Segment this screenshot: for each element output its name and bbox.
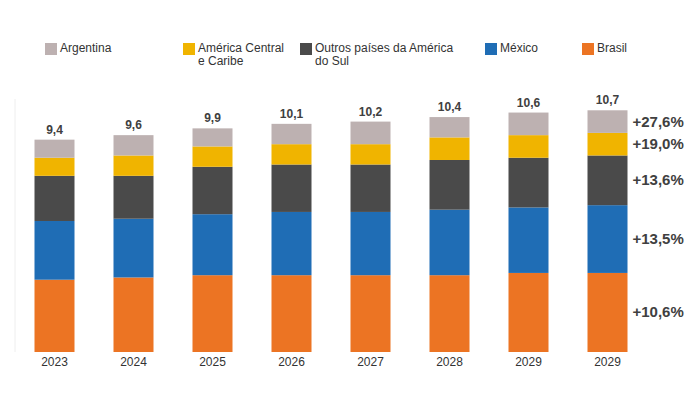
bar-segment	[430, 137, 470, 160]
legend-item: Argentina	[45, 42, 165, 55]
legend-swatch	[300, 43, 312, 55]
bar-segment	[272, 275, 312, 352]
bar-segment	[430, 275, 470, 352]
legend-item: América Central e Caribe	[183, 42, 288, 68]
y-axis-line	[15, 99, 16, 352]
bar-segment	[588, 155, 628, 205]
bar-segment	[114, 219, 154, 278]
bar-segment	[272, 165, 312, 212]
x-tick-label: 2023	[41, 355, 68, 369]
bar-segment	[193, 146, 233, 166]
growth-annotation: +13,5%	[633, 230, 684, 247]
legend-item: Outros países da América do Sul	[300, 42, 460, 68]
legend-item: Brasil	[582, 42, 662, 55]
legend-swatch	[45, 43, 57, 55]
bar-segment	[509, 273, 549, 352]
x-tick-label: 2029	[594, 355, 621, 369]
bars	[35, 110, 628, 352]
bar-segment	[509, 207, 549, 273]
bar-segment	[35, 140, 75, 158]
bar-segment	[114, 155, 154, 175]
bar-segment	[114, 277, 154, 352]
bar-segment	[114, 176, 154, 219]
growth-annotation: +27,6%	[633, 113, 684, 130]
legend-label: Outros países da América do Sul	[315, 42, 460, 68]
bar-segment	[430, 117, 470, 137]
bar-segment	[509, 135, 549, 158]
bar-segment	[430, 210, 470, 276]
legend-label: México	[500, 42, 538, 55]
chart-root: 2023 2024 2025 2026 2027 2028 2029 2029 9,4 9,6 9,…	[0, 0, 700, 400]
x-tick-label: 2024	[120, 355, 147, 369]
total-label: 9,6	[125, 118, 142, 132]
growth-annotation: +10,6%	[633, 303, 684, 320]
x-tick-label: 2026	[278, 355, 305, 369]
bar-segment	[588, 110, 628, 133]
bar-segment	[509, 113, 549, 136]
bar-segment	[351, 122, 391, 145]
bar-segment	[588, 205, 628, 273]
total-label: 10,4	[438, 100, 462, 114]
bar-segment	[193, 128, 233, 146]
bar-segment	[35, 158, 75, 176]
x-tick-label: 2028	[436, 355, 463, 369]
bar-segment	[193, 167, 233, 214]
bar-segment	[588, 133, 628, 156]
bar-segment	[430, 160, 470, 210]
bar-segment	[193, 214, 233, 275]
legend-swatch	[582, 43, 594, 55]
bar-segment	[509, 158, 549, 208]
total-label: 10,6	[517, 96, 541, 110]
bar-segment	[351, 165, 391, 212]
bar-segment	[35, 221, 75, 280]
growth-annotation: +19,0%	[633, 135, 684, 152]
legend-label: Argentina	[60, 42, 111, 55]
x-tick-label: 2029	[515, 355, 542, 369]
total-label: 9,9	[204, 111, 221, 125]
chart-svg: 2023 2024 2025 2026 2027 2028 2029 2029 9,4 9,6 9,…	[0, 0, 700, 400]
bar-segment	[35, 280, 75, 352]
total-label: 10,1	[280, 107, 304, 121]
x-tick-label: 2025	[199, 355, 226, 369]
bar-segment	[272, 144, 312, 164]
growth-annotation: +13,6%	[633, 171, 684, 188]
bar-segment	[272, 212, 312, 275]
legend-label: América Central e Caribe	[198, 42, 288, 68]
bar-segment	[193, 275, 233, 352]
total-label: 9,4	[46, 123, 63, 137]
legend-item: México	[485, 42, 565, 55]
bar-segment	[114, 135, 154, 155]
x-tick-label: 2027	[357, 355, 384, 369]
bar-segment	[351, 212, 391, 275]
bar-segment	[351, 275, 391, 352]
bar-segment	[35, 176, 75, 221]
bar-segment	[272, 124, 312, 144]
legend-swatch	[183, 43, 195, 55]
total-label: 10,7	[596, 93, 620, 107]
total-label: 10,2	[359, 105, 383, 119]
bar-segment	[588, 273, 628, 352]
bar-segment	[351, 144, 391, 164]
legend-swatch	[485, 43, 497, 55]
legend-label: Brasil	[597, 42, 627, 55]
